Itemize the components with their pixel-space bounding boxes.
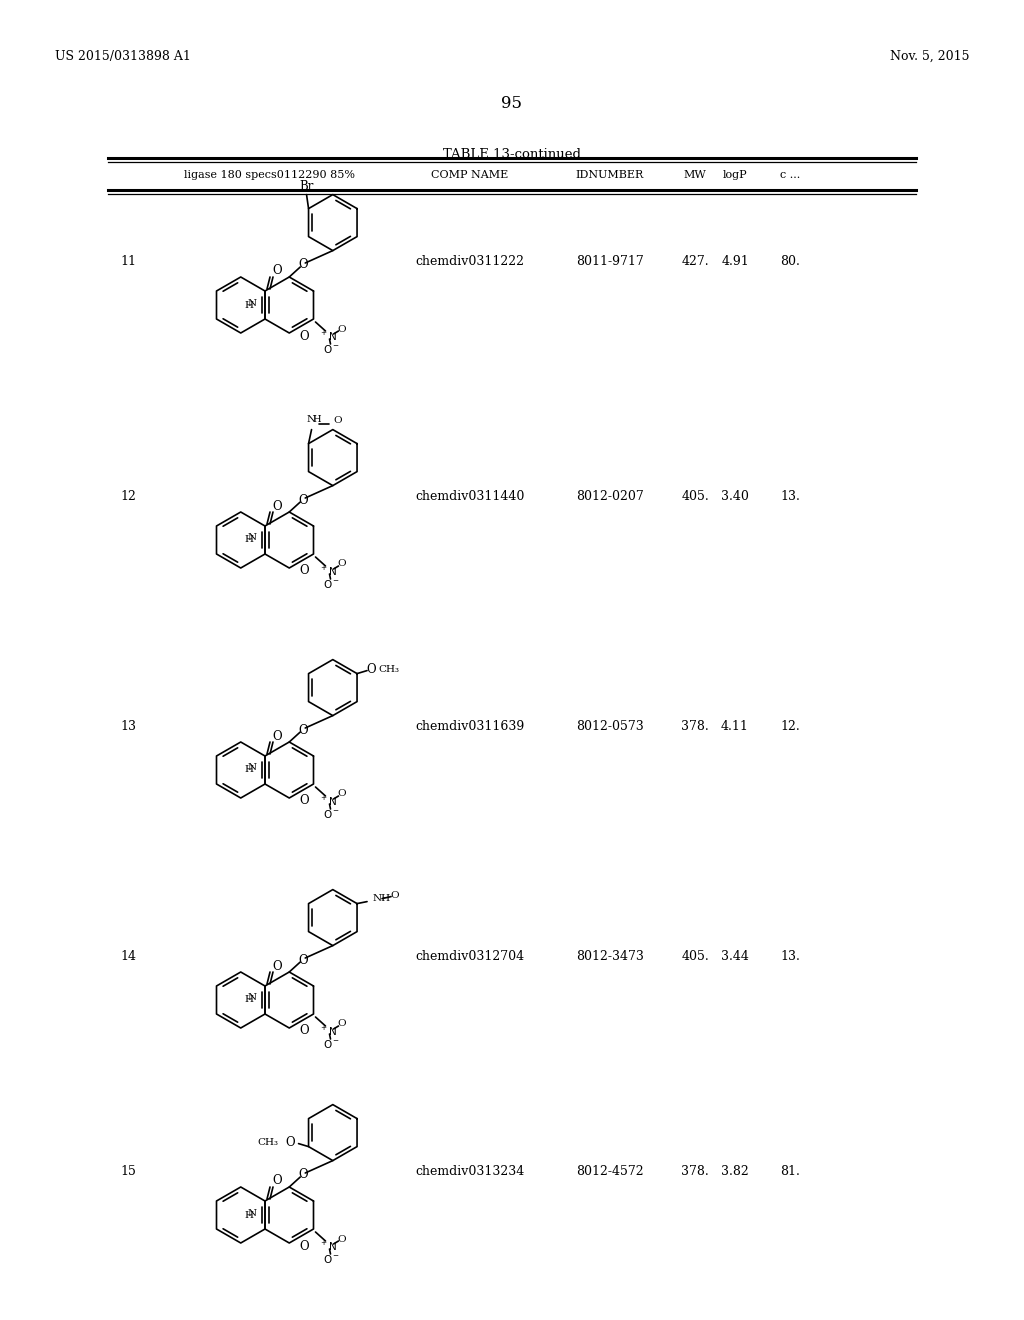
Text: $\mathsf{^+N}$: $\mathsf{^+N}$ — [319, 795, 338, 808]
Text: 95: 95 — [502, 95, 522, 112]
Text: 80.: 80. — [780, 255, 800, 268]
Text: 405.: 405. — [681, 950, 709, 964]
Text: N: N — [248, 763, 257, 772]
Text: H: H — [244, 301, 253, 309]
Text: 12: 12 — [120, 490, 136, 503]
Text: N: N — [248, 533, 257, 543]
Text: N: N — [248, 1209, 257, 1217]
Text: O: O — [337, 325, 346, 334]
Text: O: O — [337, 1234, 346, 1243]
Text: 11: 11 — [120, 255, 136, 268]
Text: 8012-4572: 8012-4572 — [577, 1166, 644, 1177]
Text: O: O — [300, 795, 309, 808]
Text: O: O — [272, 1175, 282, 1188]
Text: 378.: 378. — [681, 1166, 709, 1177]
Text: MW: MW — [684, 170, 707, 180]
Text: COMP NAME: COMP NAME — [431, 170, 509, 180]
Text: N: N — [307, 414, 316, 424]
Text: O: O — [367, 663, 376, 676]
Text: chemdiv0311639: chemdiv0311639 — [416, 719, 524, 733]
Text: $\mathsf{^+N}$: $\mathsf{^+N}$ — [319, 330, 338, 343]
Text: TABLE 13-continued: TABLE 13-continued — [443, 148, 581, 161]
Text: Br: Br — [299, 180, 313, 193]
Text: O: O — [298, 723, 308, 737]
Text: 378.: 378. — [681, 719, 709, 733]
Text: CH₃: CH₃ — [258, 1138, 279, 1147]
Text: O: O — [300, 1239, 309, 1253]
Text: Nov. 5, 2015: Nov. 5, 2015 — [891, 50, 970, 63]
Text: H: H — [244, 536, 253, 544]
Text: H: H — [312, 414, 321, 424]
Text: CH₃: CH₃ — [379, 665, 399, 675]
Text: O: O — [337, 560, 346, 569]
Text: IDNUMBER: IDNUMBER — [575, 170, 644, 180]
Text: 15: 15 — [120, 1166, 136, 1177]
Text: chemdiv0311440: chemdiv0311440 — [416, 490, 524, 503]
Text: 13: 13 — [120, 719, 136, 733]
Text: O: O — [337, 789, 346, 799]
Text: O: O — [333, 416, 342, 425]
Text: O: O — [272, 730, 282, 742]
Text: O: O — [272, 264, 282, 277]
Text: 405.: 405. — [681, 490, 709, 503]
Text: 13.: 13. — [780, 490, 800, 503]
Text: 4.11: 4.11 — [721, 719, 749, 733]
Text: H: H — [244, 995, 253, 1005]
Text: $\mathsf{^+N}$: $\mathsf{^+N}$ — [319, 565, 338, 578]
Text: US 2015/0313898 A1: US 2015/0313898 A1 — [55, 50, 190, 63]
Text: 81.: 81. — [780, 1166, 800, 1177]
Text: chemdiv0313234: chemdiv0313234 — [416, 1166, 524, 1177]
Text: 8012-0207: 8012-0207 — [577, 490, 644, 503]
Text: logP: logP — [723, 170, 748, 180]
Text: O: O — [300, 1024, 309, 1038]
Text: 12.: 12. — [780, 719, 800, 733]
Text: 14: 14 — [120, 950, 136, 964]
Text: $\mathsf{O^-}$: $\mathsf{O^-}$ — [323, 578, 340, 590]
Text: O: O — [285, 1137, 295, 1150]
Text: $\mathsf{^+N}$: $\mathsf{^+N}$ — [319, 1024, 338, 1038]
Text: O: O — [300, 330, 309, 342]
Text: 3.44: 3.44 — [721, 950, 749, 964]
Text: 4.91: 4.91 — [721, 255, 749, 268]
Text: 13.: 13. — [780, 950, 800, 964]
Text: H: H — [244, 766, 253, 775]
Text: 8011-9717: 8011-9717 — [577, 255, 644, 268]
Text: $\mathsf{O^-}$: $\mathsf{O^-}$ — [323, 1253, 340, 1265]
Text: N: N — [248, 994, 257, 1002]
Text: H: H — [244, 1210, 253, 1220]
Text: O: O — [272, 499, 282, 512]
Text: 427.: 427. — [681, 255, 709, 268]
Text: chemdiv0312704: chemdiv0312704 — [416, 950, 524, 964]
Text: c ...: c ... — [780, 170, 800, 180]
Text: NH: NH — [372, 894, 390, 903]
Text: $\mathsf{O^-}$: $\mathsf{O^-}$ — [323, 808, 340, 820]
Text: O: O — [272, 960, 282, 973]
Text: 3.40: 3.40 — [721, 490, 749, 503]
Text: $\mathsf{O^-}$: $\mathsf{O^-}$ — [323, 1038, 340, 1049]
Text: $\mathsf{O^-}$: $\mathsf{O^-}$ — [323, 343, 340, 355]
Text: O: O — [337, 1019, 346, 1028]
Text: $\mathsf{^+N}$: $\mathsf{^+N}$ — [319, 1239, 338, 1253]
Text: N: N — [248, 298, 257, 308]
Text: O: O — [298, 259, 308, 272]
Text: O: O — [298, 953, 308, 966]
Text: O: O — [298, 494, 308, 507]
Text: 8012-0573: 8012-0573 — [577, 719, 644, 733]
Text: ligase 180 specs0112290 85%: ligase 180 specs0112290 85% — [184, 170, 355, 180]
Text: chemdiv0311222: chemdiv0311222 — [416, 255, 524, 268]
Text: O: O — [391, 891, 399, 900]
Text: O: O — [298, 1168, 308, 1181]
Text: 8012-3473: 8012-3473 — [577, 950, 644, 964]
Text: 3.82: 3.82 — [721, 1166, 749, 1177]
Text: O: O — [300, 565, 309, 578]
